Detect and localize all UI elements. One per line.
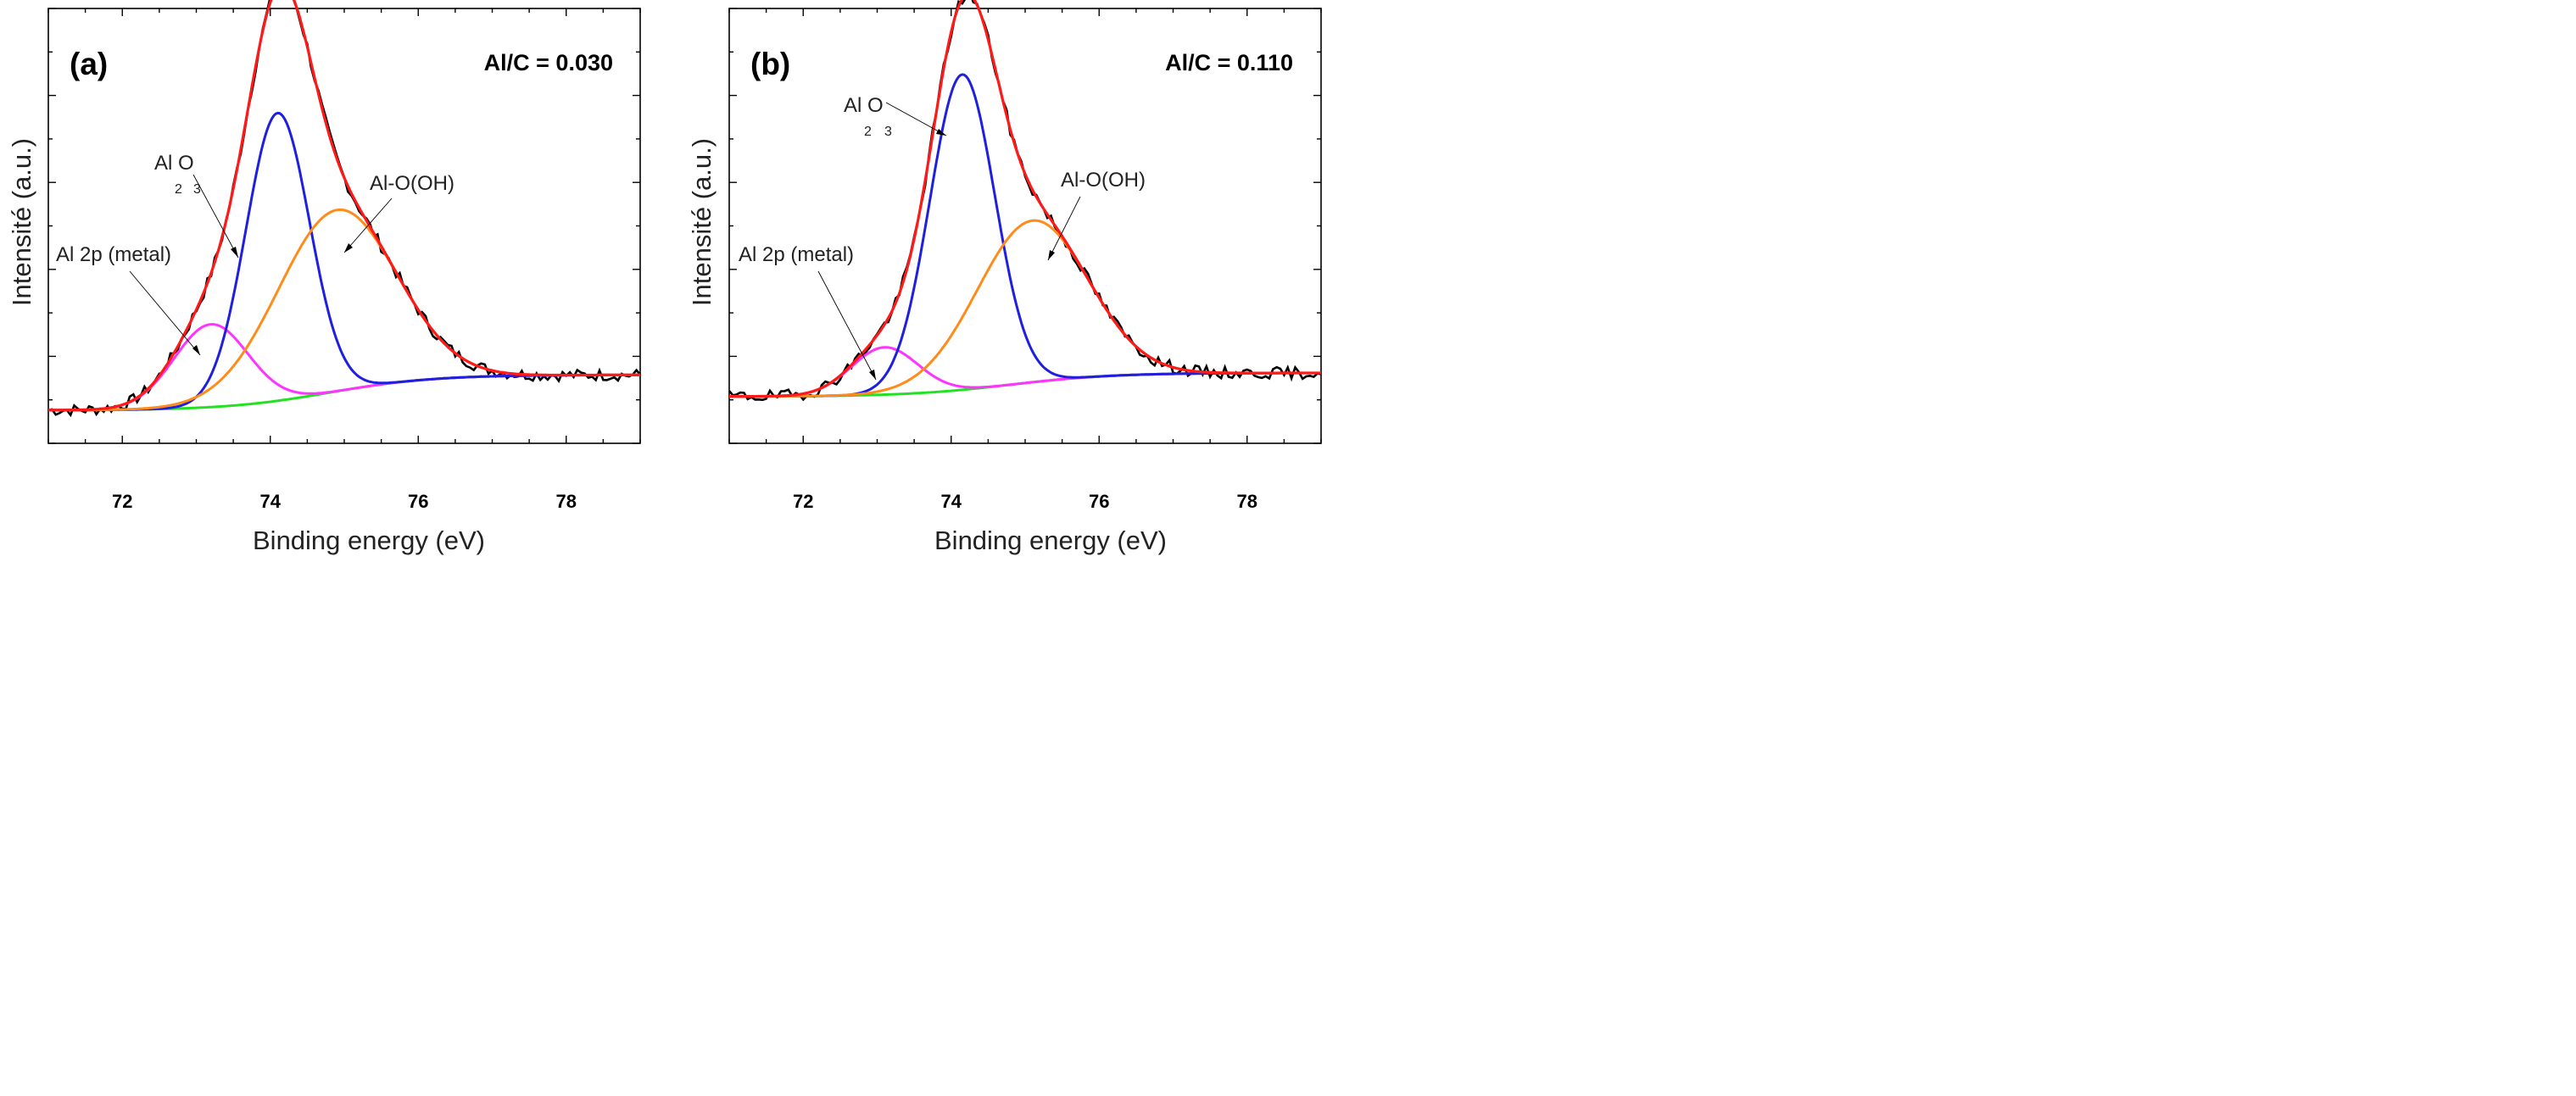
xps-figure: 72 74 76 78 (a) Al/C = 0.030 Binding energy… xyxy=(7,0,1322,555)
panel-a-annotation-hydroxide: Al-O(OH) xyxy=(370,172,454,195)
panel-b-annotation-hydroxide: Al-O(OH) xyxy=(1061,169,1146,192)
panel-a-arrowhead-hydroxide xyxy=(344,243,353,253)
panel-b-leader-oxide xyxy=(885,102,947,136)
panel-a-arrowhead-oxide xyxy=(231,247,238,258)
panel-b-curves xyxy=(728,0,1322,402)
panel-a-leader-metal xyxy=(129,270,201,356)
panel-a-curves xyxy=(47,0,641,418)
panel-a: 72 74 76 78 (a) Al/C = 0.030 Binding energy… xyxy=(7,0,641,555)
panel-b-annotation-oxide-sub2: 3 xyxy=(884,125,892,139)
panel-b-annotation-metal: Al 2p (metal) xyxy=(739,243,854,266)
panel-a-label: (a) xyxy=(70,47,108,81)
panel-b-y-axis-label: Intensité (a.u.) xyxy=(687,138,716,306)
component-line-al-o-oh- xyxy=(48,208,640,412)
panel-b-label: (b) xyxy=(750,47,790,81)
panel-a-leader-oxide xyxy=(192,174,239,259)
panel-a-arrowhead-metal xyxy=(192,345,200,355)
panel-a-annotation-oxide-sub2: 3 xyxy=(193,182,201,197)
panel-b-x-axis-label: Binding energy (eV) xyxy=(934,526,1167,555)
x-tick-label: 72 xyxy=(793,491,813,512)
panel-a-annotation-oxide: Al O xyxy=(154,152,194,175)
component-line-al2o3 xyxy=(729,73,1321,398)
panel-a-leader-hydroxide xyxy=(343,198,393,253)
panel-b-arrowhead-metal xyxy=(869,370,876,380)
panel-a-y-axis-label: Intensité (a.u.) xyxy=(7,138,36,306)
panel-b: 72 74 76 78 (b) Al/C = 0.110 Binding energy… xyxy=(687,0,1322,555)
x-tick-label: 74 xyxy=(941,491,962,512)
panel-a-annotation-oxide-sub1: 2 xyxy=(175,182,182,197)
x-tick-label: 74 xyxy=(260,491,282,512)
x-tick-label: 78 xyxy=(1237,491,1257,512)
panel-b-ratio-label: Al/C = 0.110 xyxy=(1165,50,1293,75)
envelope-fit-line xyxy=(729,0,1321,398)
x-tick-label: 78 xyxy=(556,491,577,512)
panel-b-arrowhead-hydroxide xyxy=(1048,250,1055,260)
panel-a-ticks: 72 74 76 78 xyxy=(47,8,641,512)
panel-a-ratio-label: Al/C = 0.030 xyxy=(484,50,613,75)
x-tick-label: 72 xyxy=(112,491,132,512)
x-tick-label: 76 xyxy=(408,491,428,512)
panel-b-arrowhead-oxide xyxy=(936,129,946,136)
background-line xyxy=(48,373,640,412)
envelope-fit-line xyxy=(48,0,640,412)
panel-b-leader-metal xyxy=(817,270,877,381)
panel-a-annotation-metal: Al 2p (metal) xyxy=(56,243,171,266)
panel-b-ticks: 72 74 76 78 xyxy=(728,8,1322,512)
panel-b-leader-hydroxide xyxy=(1047,196,1081,261)
panel-b-annotation-oxide: Al O xyxy=(844,94,884,117)
panel-a-x-axis-label: Binding energy (eV) xyxy=(253,526,485,555)
x-tick-label: 76 xyxy=(1089,491,1109,512)
panel-b-annotation-oxide-sub1: 2 xyxy=(864,125,872,139)
